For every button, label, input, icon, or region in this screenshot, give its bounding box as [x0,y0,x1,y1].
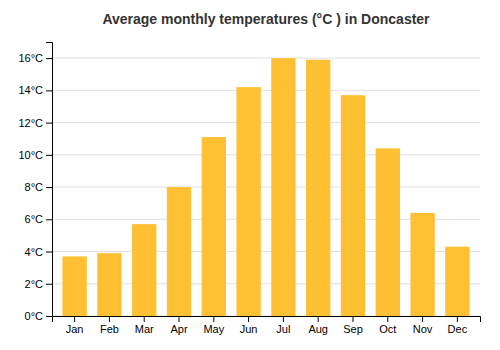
bar [376,148,400,316]
x-tick-mark [179,316,180,322]
x-tick: Dec [448,316,468,335]
y-tick-label: 2°C [25,278,44,290]
bar [97,253,121,316]
grid-line [52,122,480,123]
x-tick-label: Nov [413,323,433,335]
x-tick-mark [387,316,388,322]
y-tick-mark [46,219,52,220]
y-tick-label: 6°C [25,213,44,225]
y-tick-mark [46,123,52,124]
bar [132,224,156,316]
title: Average monthly temperatures (°C ) in Do… [102,11,430,27]
y-tick-mark [46,252,52,253]
plot: Jan Feb Mar Apr May Jun Jul Aug Sep Oct Nov Dec 0°C 2… [18,43,480,335]
y-tick: 10°C [18,149,52,161]
bar [445,247,469,316]
y-tick-label: 10°C [18,149,43,161]
x-tick-label: Jun [240,323,258,335]
x-tick: Jun [240,316,258,335]
chart: Jan Feb Mar Apr May Jun Jul Aug Sep Oct Nov Dec 0°C 2… [0,0,500,350]
x-tick-mark [318,316,319,322]
x-tick-label: Apr [170,323,187,335]
y-tick-mark [46,90,52,91]
bar [341,95,365,316]
grid-line [52,187,480,188]
y-tick-mark [46,187,52,188]
x-tick-mark [457,316,458,322]
bar [62,256,86,316]
x-tick-mark [74,316,75,322]
y-tick-mark [46,316,52,317]
y-tick-mark [46,58,52,59]
x-tick-label: Mar [135,323,154,335]
y-tick-label: 12°C [18,117,43,129]
x-tick-mark [422,316,423,322]
x-tick: Aug [308,316,328,335]
x-tick: May [203,316,224,335]
grid [52,58,480,316]
y-tick: 6°C [25,213,52,225]
x-tick-mark [248,316,249,322]
x-axis-line [53,317,481,323]
x-tick: Mar [135,316,154,335]
y-tick: 2°C [25,278,52,290]
y-tick: 0°C [25,310,52,322]
x-tick-label: Oct [379,323,396,335]
x-tick-label: Aug [308,323,328,335]
x-tick-mark [213,316,214,322]
y-tick-mark [46,284,52,285]
y-tick-mark [46,155,52,156]
x-tick: Oct [379,316,396,335]
x-tick-label: Jan [66,323,84,335]
x-tick-mark [283,316,284,322]
x-tick: Feb [100,316,119,335]
x-tick: Jan [66,316,84,335]
y-tick: 8°C [25,181,52,193]
y-tick: 16°C [18,52,52,64]
grid-line [52,58,480,59]
y-tick: 12°C [18,117,52,129]
x-tick-mark [144,316,145,322]
y-tick-label: 0°C [25,310,44,322]
y-tick-label: 4°C [25,246,44,258]
x-tick-label: Feb [100,323,119,335]
y-axis: 0°C 2°C 4°C 6°C 8°C 10°C 12°C 14°C 16°C [18,43,52,323]
x-tick-mark [352,316,353,322]
x-tick: Sep [343,316,363,335]
x-tick: Jul [276,316,290,335]
x-tick-label: Sep [343,323,363,335]
grid-line [52,90,480,91]
x-tick-label: May [203,323,224,335]
x-axis: Jan Feb Mar Apr May Jun Jul Aug Sep Oct Nov Dec [53,316,481,335]
x-tick-label: Jul [276,323,290,335]
bar [167,187,191,316]
y-tick: 14°C [18,84,52,96]
y-tick: 4°C [25,246,52,258]
x-tick: Nov [413,316,433,335]
y-tick-label: 14°C [18,84,43,96]
grid-line [52,154,480,155]
x-tick-mark [109,316,110,322]
bar [410,213,434,316]
bar [306,60,330,316]
bar [236,87,260,316]
bar [271,58,295,316]
y-axis-line [46,43,53,317]
x-tick-label: Dec [448,323,468,335]
y-tick-label: 8°C [25,181,44,193]
bar [202,137,226,316]
y-tick-label: 16°C [18,52,43,64]
bars [62,58,469,316]
x-tick: Apr [170,316,187,335]
